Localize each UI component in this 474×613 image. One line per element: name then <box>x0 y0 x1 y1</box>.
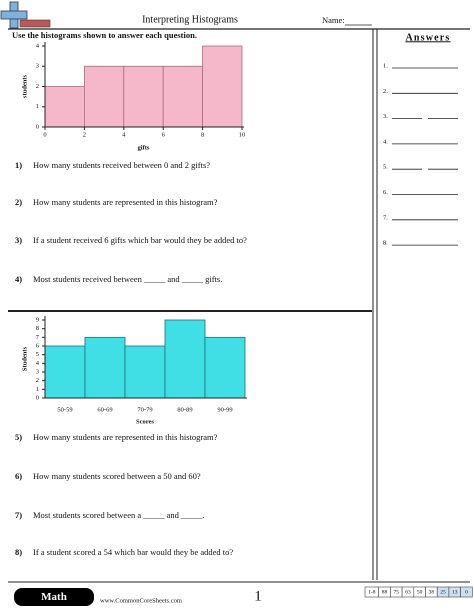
x-tick-label: 2 <box>83 131 86 138</box>
x-axis-label: Scores <box>136 418 154 425</box>
score: 13 <box>452 589 458 595</box>
score: 0 <box>465 589 468 595</box>
name-label: Name: <box>322 15 345 25</box>
y-tick-label: 3 <box>36 63 39 70</box>
y-tick-label: 1 <box>36 386 39 393</box>
page-number: 1 <box>254 588 262 604</box>
answer-number: 6. <box>383 189 388 196</box>
axes <box>44 316 247 399</box>
y-tick-label: 0 <box>36 394 39 401</box>
y-tick-label: 7 <box>36 334 40 341</box>
bar <box>84 336 126 399</box>
question-number: 8) <box>15 547 22 557</box>
instructions: Use the histograms shown to answer each … <box>12 30 197 40</box>
website: www.CommonCoreSheets.com <box>100 597 182 604</box>
answer-number: 8. <box>383 240 388 247</box>
subject-badge <box>14 588 94 606</box>
logo <box>0 1 51 29</box>
title: Interpreting Histograms <box>142 14 238 25</box>
question-number: 2) <box>15 197 22 207</box>
score: 63 <box>405 589 411 595</box>
x-tick-label: 10 <box>239 131 246 138</box>
question-number: 1) <box>15 160 22 170</box>
question-text: If a student received 6 gifts which bar … <box>33 235 247 245</box>
answers-title: Answers <box>405 32 450 43</box>
y-tick-label: 8 <box>36 325 39 332</box>
y-tick-label: 9 <box>36 316 39 323</box>
x-tick-label: 70-79 <box>137 406 152 413</box>
answer-number: 4. <box>383 138 388 145</box>
question-text: Most students scored between a _____ and… <box>33 510 204 520</box>
x-tick-label: 60-69 <box>97 406 112 413</box>
axes <box>44 42 244 128</box>
score: 38 <box>429 589 435 595</box>
bar <box>164 319 206 399</box>
y-tick-label: 4 <box>36 42 40 49</box>
bar <box>162 65 203 128</box>
score: 75 <box>394 589 400 595</box>
question-number: 6) <box>15 471 22 481</box>
y-tick-label: 0 <box>36 123 39 130</box>
y-tick-label: 4 <box>36 360 40 367</box>
x-tick-label: 90-99 <box>217 406 232 413</box>
answer-number: 5. <box>383 164 388 171</box>
x-axis-label: gifts <box>138 144 150 151</box>
answer-number: 2. <box>383 88 388 95</box>
subject: Math <box>41 591 67 603</box>
question-text: Most students received between _____ and… <box>33 274 222 284</box>
score-cell <box>460 586 473 598</box>
y-tick-label: 2 <box>36 377 39 384</box>
score: 50 <box>417 589 423 595</box>
y-tick-label: 5 <box>36 351 39 358</box>
score: 88 <box>382 589 388 595</box>
question-number: 4) <box>15 274 22 284</box>
x-tick-label: 8 <box>201 131 204 138</box>
bar <box>204 336 246 399</box>
question-number: 7) <box>15 510 22 520</box>
question-text: How many students received between 0 and… <box>33 160 210 170</box>
question-text: If a student scored a 54 which bar would… <box>33 547 233 557</box>
y-tick-label: 6 <box>36 342 40 349</box>
answer-number: 1. <box>383 62 388 69</box>
bar <box>124 345 166 399</box>
question-text: How many students are represented in thi… <box>33 432 218 442</box>
x-tick-label: 50-59 <box>57 406 72 413</box>
answer-number: 3. <box>383 113 388 120</box>
y-axis-label: Students <box>21 346 28 371</box>
score: 25 <box>440 589 446 595</box>
x-tick-label: 6 <box>162 131 166 138</box>
y-axis-label: students <box>21 74 28 98</box>
score-range: 1-8 <box>368 589 376 595</box>
y-tick-label: 3 <box>36 368 39 375</box>
x-tick-label: 4 <box>122 131 126 138</box>
bar <box>84 65 125 128</box>
bar <box>123 65 164 128</box>
y-tick-label: 2 <box>36 83 39 90</box>
bar <box>44 86 85 128</box>
question-number: 5) <box>15 432 22 442</box>
y-tick-label: 1 <box>36 103 39 110</box>
x-tick-label: 80-89 <box>177 406 192 413</box>
bar <box>202 45 243 128</box>
question-number: 3) <box>15 235 22 245</box>
bar <box>44 345 86 399</box>
question-text: How many students are represented in thi… <box>33 197 218 207</box>
question-text: How many students scored between a 50 an… <box>33 471 201 481</box>
x-tick-label: 0 <box>43 131 46 138</box>
answer-number: 7. <box>383 214 388 221</box>
